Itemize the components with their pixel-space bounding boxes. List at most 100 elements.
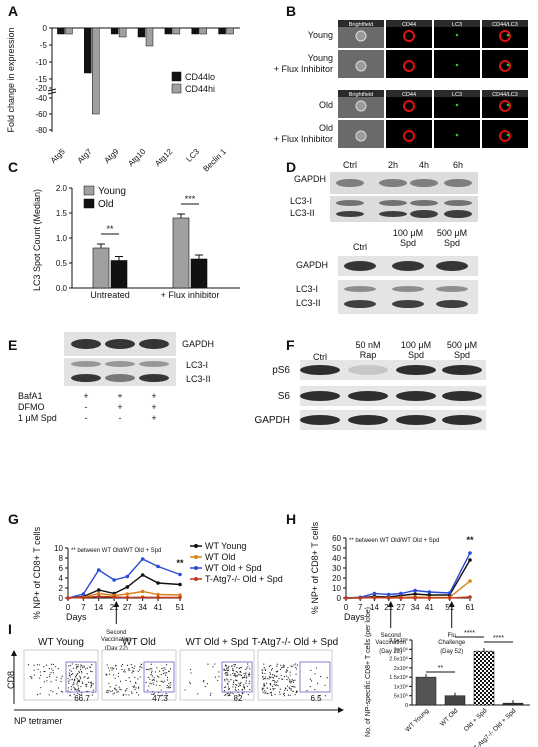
flow-event xyxy=(212,666,214,668)
flow-event xyxy=(46,676,48,679)
flow-event xyxy=(310,669,312,672)
gate xyxy=(143,661,175,693)
flow-event xyxy=(227,673,229,676)
flow-event xyxy=(78,693,81,696)
y-tick-label: 1.5x10⁶ xyxy=(389,674,408,681)
flow-event xyxy=(283,665,285,667)
band-label: GAPDH xyxy=(254,415,290,426)
header-bar xyxy=(434,90,480,97)
event-sub: (Day 52) xyxy=(440,649,463,655)
treatment-mark: - xyxy=(119,413,122,423)
flow-event xyxy=(160,680,162,682)
flow-event xyxy=(227,695,229,697)
flow-event xyxy=(262,691,264,693)
flow-event xyxy=(118,686,120,688)
band-label: pS6 xyxy=(272,365,290,376)
flow-event xyxy=(134,689,136,691)
flow-event xyxy=(281,678,284,680)
flow-event xyxy=(121,669,123,671)
x-axis-label: Days xyxy=(66,612,87,622)
flow-event xyxy=(72,672,74,675)
flow-event xyxy=(232,686,234,688)
flow-event xyxy=(111,690,114,692)
flow-event xyxy=(286,685,289,687)
flow-event xyxy=(227,686,230,688)
blot-band xyxy=(392,300,424,308)
blot-band xyxy=(344,286,376,292)
x-tick-label: WT Old xyxy=(439,707,460,728)
flow-event xyxy=(276,684,278,686)
lane-label: 4h xyxy=(419,160,429,170)
flow-event xyxy=(72,667,75,669)
legend-label: Old xyxy=(98,199,114,210)
blot-band xyxy=(105,361,135,367)
flow-event xyxy=(40,687,42,689)
flow-event xyxy=(156,680,158,682)
flow-event xyxy=(134,665,136,667)
flow-event xyxy=(246,675,248,677)
flow-event xyxy=(90,685,93,687)
flow-event xyxy=(270,684,272,686)
y-tick-label: 5x10⁵ xyxy=(394,693,408,700)
flow-event xyxy=(49,674,51,676)
flow-event xyxy=(273,679,275,682)
sig-label: ** xyxy=(466,535,474,545)
flow-event xyxy=(68,682,70,684)
flow-event xyxy=(138,686,140,688)
flow-event xyxy=(247,663,249,665)
flow-event xyxy=(294,686,296,688)
blot-band xyxy=(410,210,438,218)
bar-Young-Untreated xyxy=(92,247,110,289)
flow-event xyxy=(232,683,234,685)
flow-event xyxy=(290,665,292,667)
y-tick-label: -15 xyxy=(35,75,47,84)
image-tile xyxy=(386,50,432,78)
flow-event xyxy=(76,678,79,680)
flow-event xyxy=(165,692,167,695)
flow-event xyxy=(238,674,240,676)
flow-event xyxy=(274,693,276,695)
flow-event xyxy=(264,678,266,680)
blot-band xyxy=(105,339,135,349)
flow-event xyxy=(230,674,232,676)
flow-event xyxy=(226,692,228,695)
flow-event xyxy=(166,694,169,697)
gate-value: 47.3 xyxy=(152,694,168,703)
flow-event xyxy=(224,673,226,675)
flow-event xyxy=(271,667,273,670)
flow-event xyxy=(92,683,95,685)
flow-event xyxy=(225,694,227,696)
flow-event xyxy=(77,679,80,681)
arrow-head xyxy=(338,707,344,713)
blot-band xyxy=(139,361,169,367)
data-point xyxy=(427,596,432,600)
flow-event xyxy=(131,666,133,669)
flow-event xyxy=(38,664,41,666)
x-tick-label: Atg5 xyxy=(49,147,67,165)
flow-event xyxy=(83,677,85,679)
flow-event xyxy=(166,676,169,679)
data-point xyxy=(96,594,101,599)
blot-band xyxy=(436,300,468,308)
y-tick-label: 20 xyxy=(332,574,341,583)
bar-CD44hi-Atg12 xyxy=(172,27,181,35)
legend-swatch xyxy=(83,198,95,209)
flow-event xyxy=(241,689,243,691)
flow-event xyxy=(248,675,250,677)
flow-title: WT Old + Spd xyxy=(186,637,249,648)
flow-event xyxy=(166,679,169,681)
flow-event xyxy=(296,664,299,666)
flow-event xyxy=(248,683,250,685)
flow-event xyxy=(162,670,164,672)
flow-event xyxy=(244,668,247,670)
flow-event xyxy=(51,668,53,670)
band-label: GAPDH xyxy=(182,339,214,349)
bar-Old-Untreated xyxy=(110,260,128,289)
flow-event xyxy=(273,683,276,686)
flow-event xyxy=(123,671,125,673)
arrow-head xyxy=(11,650,17,656)
flow-event xyxy=(136,691,138,694)
flow-event xyxy=(168,682,170,685)
flow-event xyxy=(148,669,150,671)
flow-event xyxy=(248,673,250,676)
